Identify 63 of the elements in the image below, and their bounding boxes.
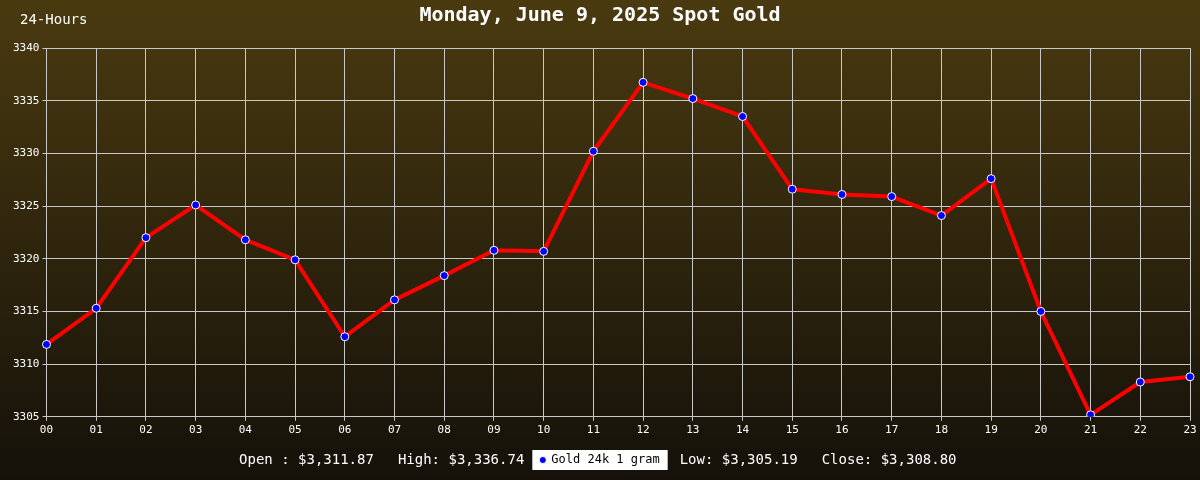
legend-label: Gold 24k 1 gram	[551, 452, 660, 467]
text: High: $3,336.74	[397, 450, 525, 467]
point	[638, 77, 648, 87]
y-tick-label: 3340	[12, 40, 40, 54]
point	[340, 332, 350, 342]
x-tick-label: 09	[487, 423, 501, 437]
x-tick-label: 12	[636, 423, 650, 437]
x-tick-label: 16	[835, 423, 849, 437]
x-tick-label: 20	[1034, 423, 1048, 437]
point	[41, 339, 51, 349]
point	[1135, 377, 1145, 387]
x-tick-label: 13	[686, 423, 700, 437]
x-tick-label: 01	[89, 423, 103, 437]
y-tick-label: 3310	[12, 356, 40, 370]
x-tick-label: 02	[139, 423, 153, 437]
x-tick-label: 21	[1083, 423, 1098, 437]
x-tick-label: 17	[885, 423, 899, 437]
x-tick-label: 07	[387, 423, 402, 437]
x-tick-label: 23	[1183, 423, 1197, 437]
x-tick-label: 10	[537, 423, 551, 437]
point	[141, 233, 151, 243]
point	[588, 146, 598, 156]
x-tick-label: 05	[288, 423, 302, 437]
x-tick-label: 00	[39, 423, 54, 437]
point	[688, 94, 698, 104]
y-tick-label: 3305	[12, 409, 40, 423]
point	[936, 211, 946, 221]
point	[539, 246, 549, 256]
x-tick-label: 04	[238, 423, 253, 437]
point	[290, 255, 300, 265]
point	[439, 271, 449, 281]
x-tick-label: 18	[934, 423, 949, 437]
point	[191, 200, 201, 210]
x-tick-label: 11	[586, 423, 601, 437]
x-tick-label: 22	[1133, 423, 1147, 437]
x-tick-label: 19	[984, 423, 998, 437]
text: Low: $3,305.19	[679, 450, 798, 467]
y-tick-label: 3335	[12, 93, 40, 107]
y-tick-label: 3330	[12, 146, 40, 160]
y-tick-label: 3315	[12, 304, 40, 318]
x-tick-label: 08	[437, 423, 451, 437]
x-tick-label: 15	[785, 423, 799, 437]
x-tick-label: 14	[735, 423, 750, 437]
text: 24-Hours	[20, 10, 88, 27]
y-tick-label: 3320	[12, 251, 40, 265]
chart-title: Monday, June 9, 2025 Spot Gold	[419, 2, 781, 27]
point	[837, 189, 847, 199]
point	[787, 184, 797, 194]
point	[986, 174, 996, 184]
point	[738, 111, 748, 121]
point	[489, 245, 499, 255]
point	[91, 303, 101, 313]
text: Open : $3,311.87	[239, 450, 374, 467]
x-tick-label: 06	[338, 423, 352, 437]
text: Close: $3,308.80	[821, 450, 957, 467]
y-tick-label: 3325	[12, 198, 40, 212]
point	[1086, 410, 1096, 417]
point	[390, 295, 400, 305]
point	[887, 192, 897, 202]
x-tick-label: 03	[189, 423, 203, 437]
point	[240, 235, 250, 245]
point	[1036, 306, 1046, 316]
point	[1185, 372, 1195, 382]
